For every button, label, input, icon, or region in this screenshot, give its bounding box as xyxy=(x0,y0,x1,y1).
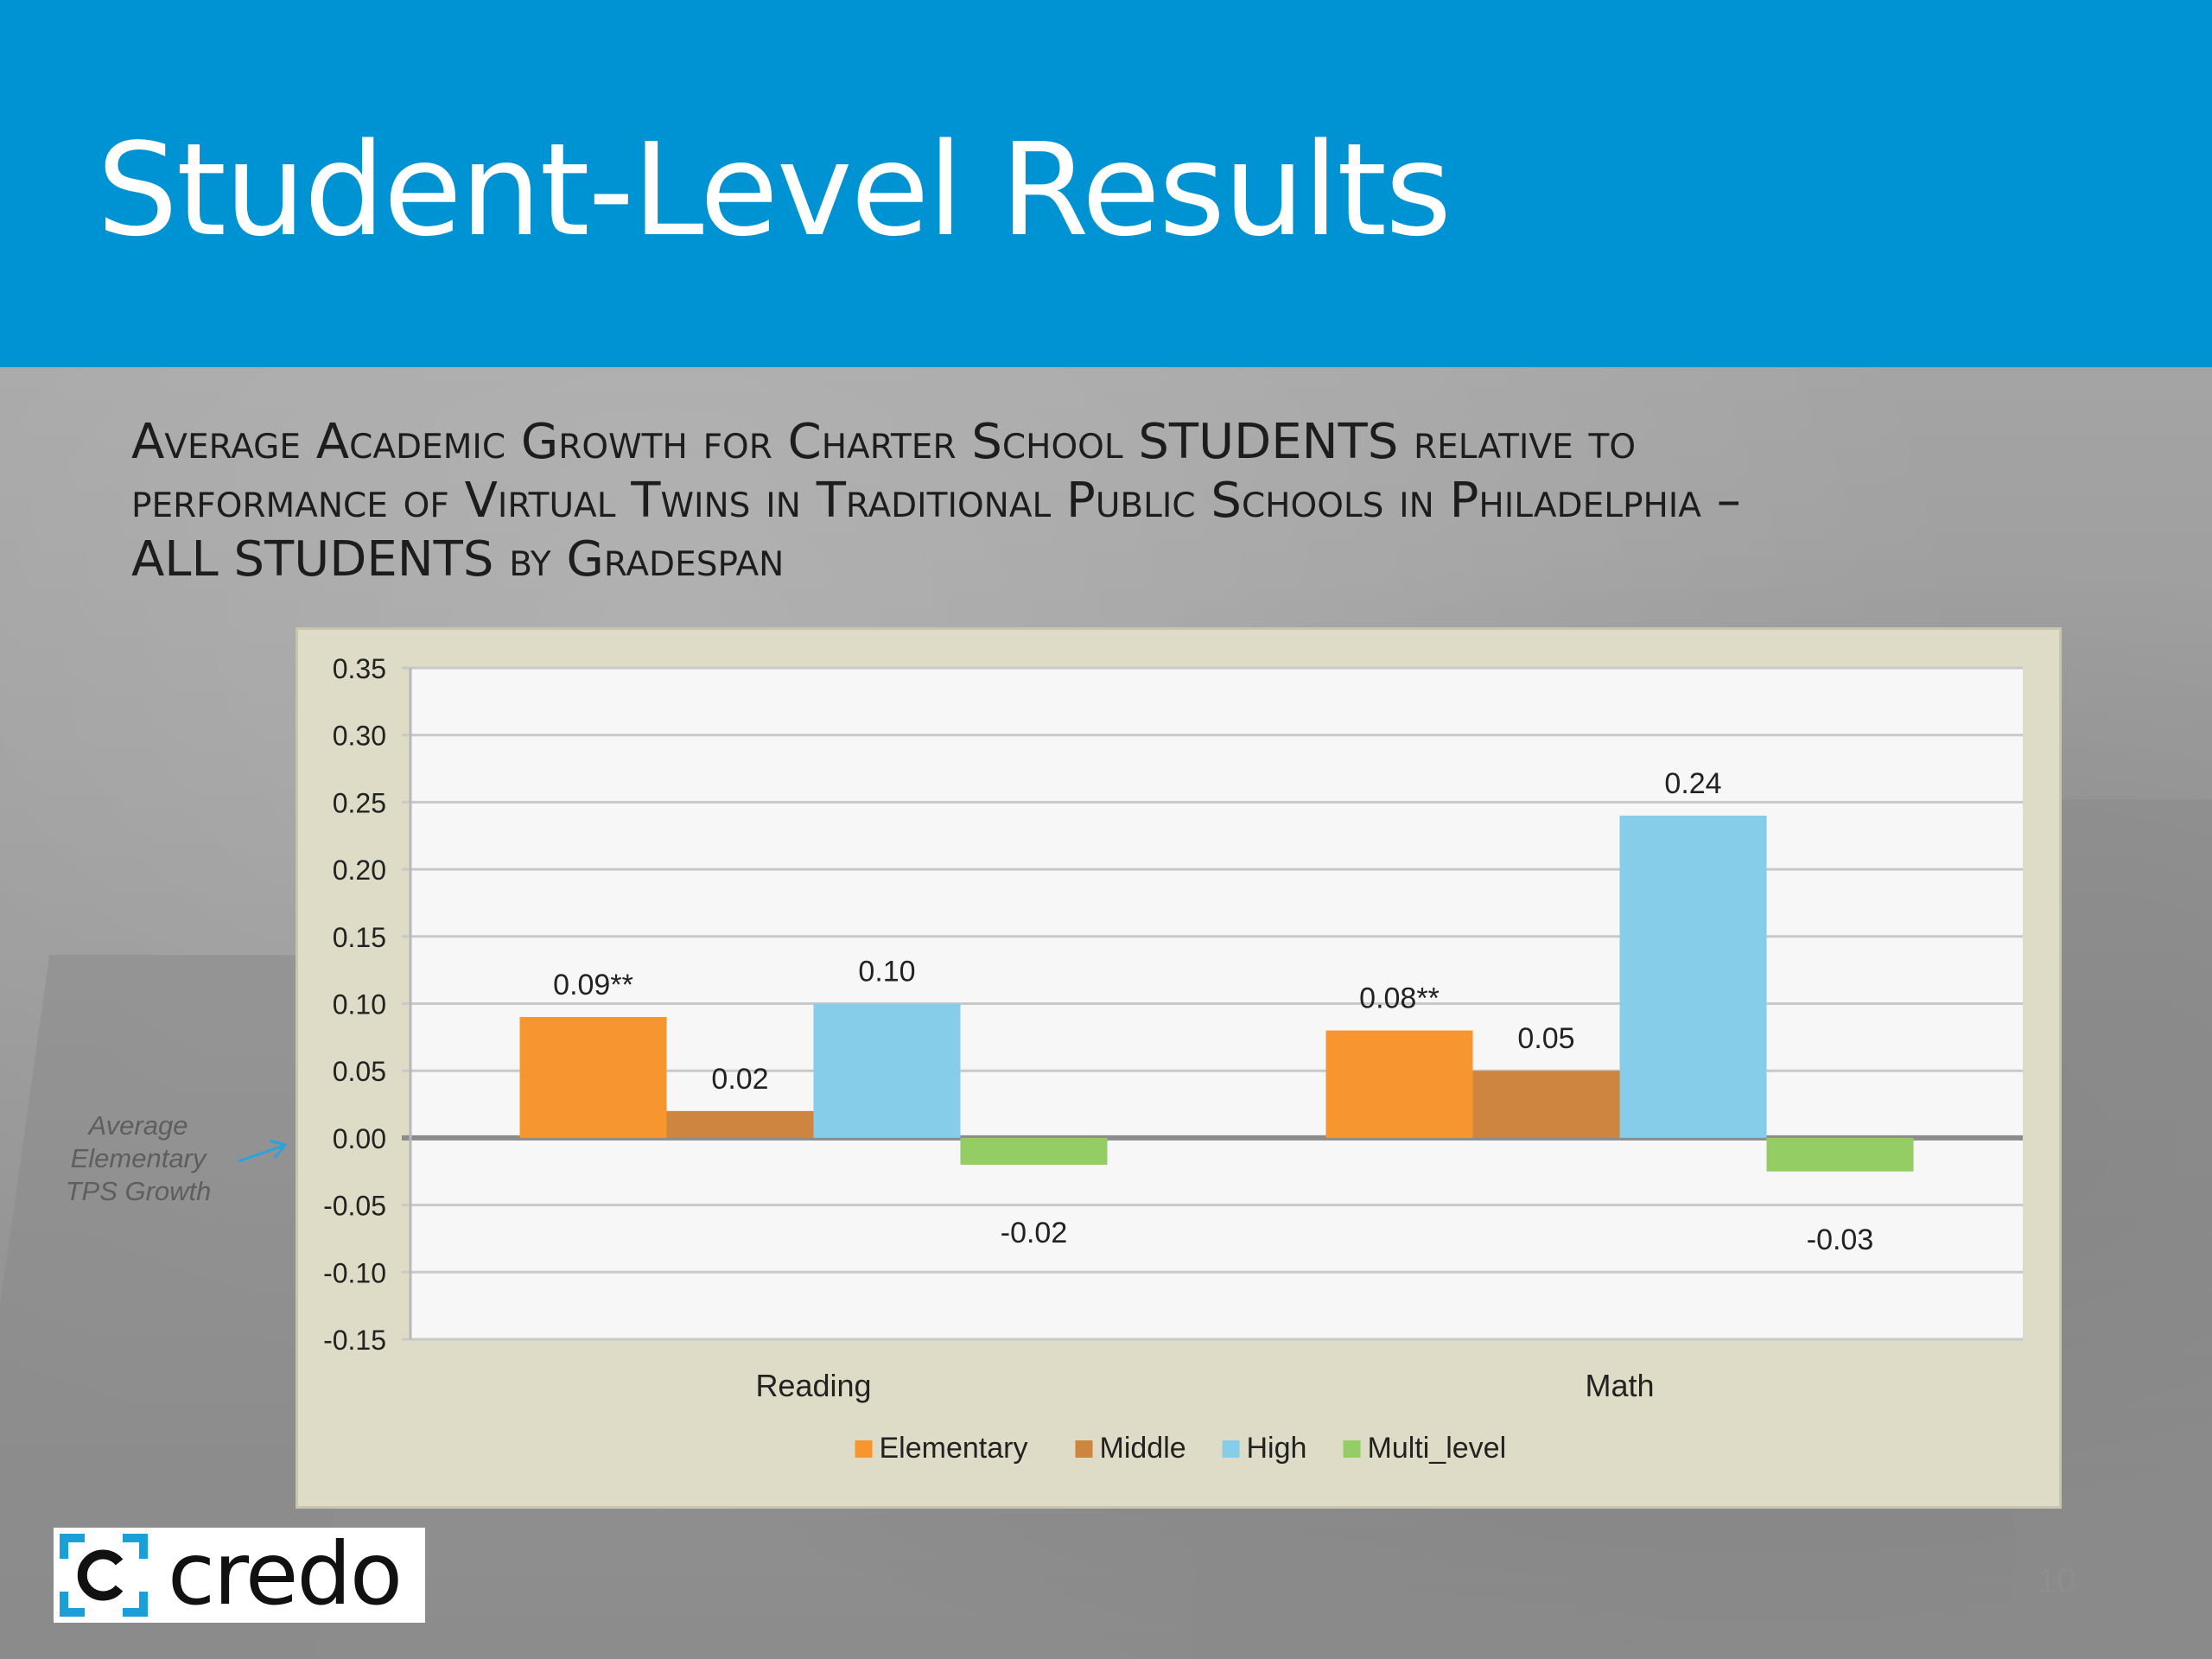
data-label: -0.02 xyxy=(1001,1217,1068,1249)
chart-panel: 0.35 0.30 0.25 0.20 0.15 0.10 0.05 0.00 -0.05 -0.… xyxy=(296,627,2062,1509)
chart-heading-line: ALL STUDENTS by Gradespan xyxy=(131,531,785,588)
data-label: 0.10 xyxy=(858,956,915,988)
y-tick-label: -0.10 xyxy=(323,1257,386,1288)
bar-elementary-reading xyxy=(519,1017,667,1138)
data-label: 0.02 xyxy=(711,1063,768,1096)
y-tick-label: 0.15 xyxy=(333,922,386,953)
bar-multi_level-math xyxy=(1766,1137,1914,1172)
data-label: -0.03 xyxy=(1807,1224,1874,1256)
credo-logo-icon xyxy=(59,1533,149,1618)
y-tick-label: -0.05 xyxy=(323,1191,386,1222)
y-tick-label: 0.25 xyxy=(333,787,386,818)
data-label: 0.05 xyxy=(1517,1022,1574,1055)
credo-logo-text: credo xyxy=(168,1523,403,1624)
side-note-line: TPS Growth xyxy=(65,1176,212,1206)
x-category-label: Reading xyxy=(755,1368,871,1403)
bar-chart: 0.35 0.30 0.25 0.20 0.15 0.10 0.05 0.00 -0.05 -0.… xyxy=(323,653,2023,1465)
slide-title: Student-Level Results xyxy=(97,116,1452,264)
legend-swatch xyxy=(1343,1440,1361,1458)
data-label: 0.24 xyxy=(1664,767,1721,800)
y-tick-label: 0.20 xyxy=(333,855,386,886)
legend-swatch xyxy=(855,1440,873,1458)
y-tick-label: 0.30 xyxy=(333,721,386,752)
y-tick-label: 0.05 xyxy=(333,1056,386,1087)
bar-middle-math xyxy=(1472,1071,1620,1138)
legend-swatch xyxy=(1075,1440,1093,1458)
data-label: 0.09** xyxy=(553,969,633,1001)
side-note-line: Average xyxy=(88,1110,188,1141)
legend-swatch xyxy=(1222,1440,1240,1458)
legend-label: Middle xyxy=(1100,1432,1186,1465)
bar-high-reading xyxy=(813,1003,961,1138)
y-tick-label: 0.35 xyxy=(333,653,386,684)
bar-elementary-math xyxy=(1325,1030,1473,1138)
legend-label: Elementary xyxy=(880,1432,1028,1465)
average-tps-note: Average Elementary TPS Growth xyxy=(52,1109,225,1208)
legend-label: High xyxy=(1247,1432,1307,1465)
chart-heading-line: Average Academic Growth for Charter Scho… xyxy=(131,414,1637,470)
bar-middle-reading xyxy=(666,1110,814,1138)
bar-high-math xyxy=(1619,815,1767,1138)
chart-heading: Average Academic Growth for Charter Scho… xyxy=(131,413,2084,589)
bar-multi_level-reading xyxy=(960,1137,1108,1165)
page-number: 10 xyxy=(2037,1562,2076,1600)
header-band: Student-Level Results xyxy=(0,0,2212,367)
y-tick-label: -0.15 xyxy=(323,1325,386,1356)
chart-heading-line: performance of Virtual Twins in Traditio… xyxy=(131,473,1741,529)
data-label: 0.08** xyxy=(1359,982,1440,1015)
legend-label: Multi_level xyxy=(1368,1432,1507,1465)
credo-logo: credo xyxy=(54,1528,425,1623)
y-tick-label: 0.00 xyxy=(333,1123,386,1154)
y-tick-label: 0.10 xyxy=(333,989,386,1020)
side-note-line: Elementary xyxy=(70,1143,207,1173)
x-category-label: Math xyxy=(1585,1368,1654,1403)
arrow-icon xyxy=(238,1139,288,1163)
